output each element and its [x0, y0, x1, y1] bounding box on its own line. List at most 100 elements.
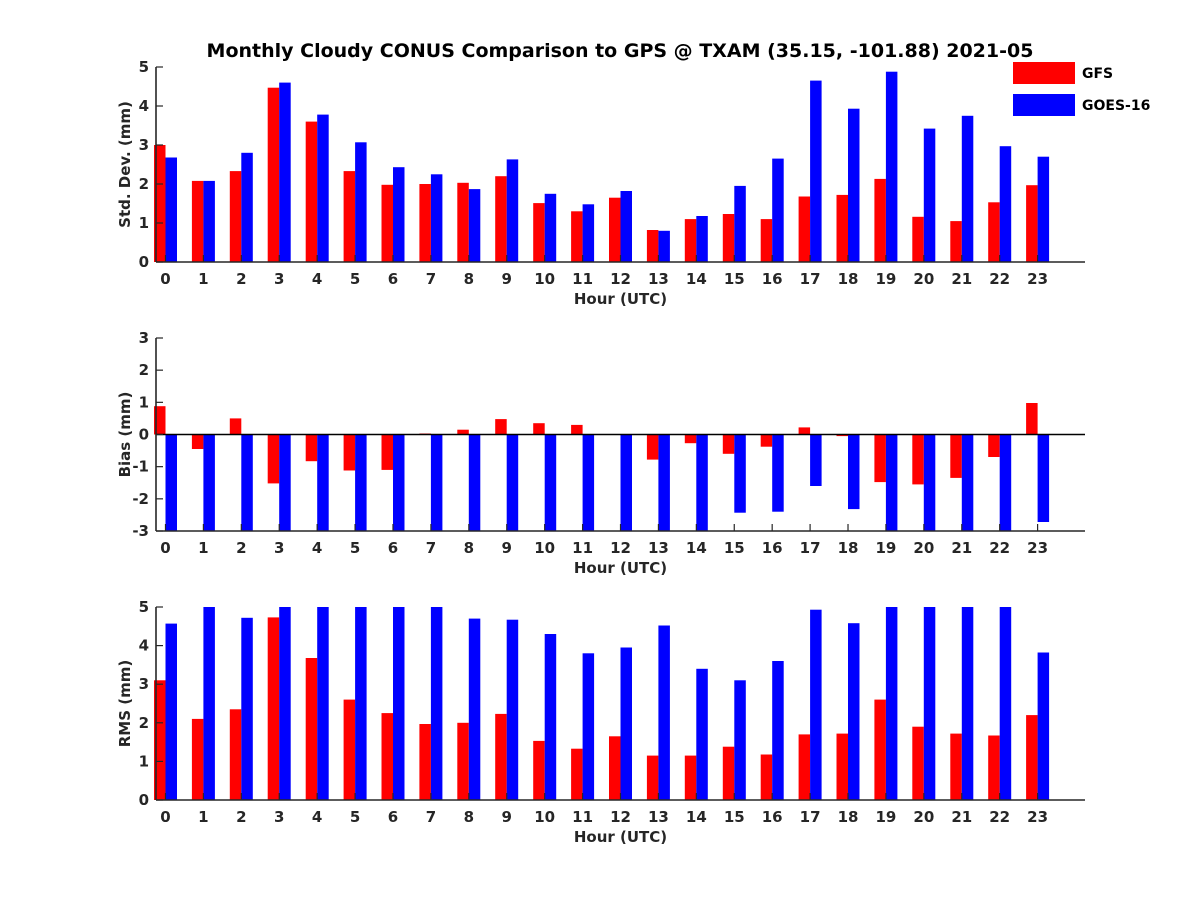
- bar-gfs-7: [419, 184, 431, 262]
- chart-title: Monthly Cloudy CONUS Comparison to GPS @…: [207, 40, 1034, 62]
- bar-goes-16-13: [658, 625, 670, 800]
- bar-gfs-3: [267, 434, 280, 484]
- bar-gfs-22: [988, 735, 1000, 800]
- bar-goes-16-13: [658, 230, 670, 262]
- legend: GFS GOES-16: [1013, 62, 1150, 116]
- x-tick-label: 2: [236, 808, 246, 826]
- x-tick-label: 16: [762, 808, 783, 826]
- x-tick-label: 19: [875, 808, 896, 826]
- x-tick-label: 9: [502, 539, 512, 557]
- x-tick-label: 19: [875, 270, 896, 288]
- bar-goes-16-22: [999, 434, 1012, 531]
- bar-gfs-3: [267, 87, 280, 262]
- x-tick-label: 14: [686, 539, 707, 557]
- x-tick-label: 16: [762, 539, 783, 557]
- bar-goes-16-18: [848, 623, 860, 800]
- x-tick-label: 16: [762, 270, 783, 288]
- y-tick-label: 0: [139, 253, 149, 271]
- x-tick-label: 15: [724, 808, 745, 826]
- bar-goes-16-2: [241, 434, 253, 531]
- bar-gfs-21: [950, 221, 962, 262]
- bar-goes-16-17: [810, 434, 822, 486]
- x-tick-label: 11: [572, 808, 593, 826]
- bar-gfs-21: [950, 434, 962, 478]
- bar-goes-16-11: [582, 653, 595, 800]
- bar-gfs-23: [1026, 715, 1038, 800]
- x-tick-label: 13: [648, 808, 669, 826]
- bar-goes-16-9: [506, 434, 519, 531]
- bar-goes-16-16: [772, 661, 784, 800]
- bar-goes-16-17: [810, 80, 822, 262]
- bar-gfs-17: [798, 196, 811, 262]
- bar-goes-16-20: [923, 434, 936, 531]
- y-tick-label: 5: [139, 58, 149, 76]
- bar-gfs-11: [571, 211, 583, 262]
- bar-goes-16-12: [620, 434, 632, 531]
- x-tick-label: 3: [274, 808, 284, 826]
- bar-gfs-23: [1026, 185, 1038, 262]
- legend-label-goes-16: GOES-16: [1082, 98, 1150, 114]
- y-tick-label: 2: [139, 361, 149, 379]
- bar-goes-16-19: [885, 434, 898, 531]
- y-tick-label: -1: [132, 458, 149, 476]
- bar-goes-16-1: [203, 434, 215, 531]
- x-tick-label: 12: [610, 539, 631, 557]
- bar-gfs-14: [684, 755, 697, 800]
- x-tick-label: 7: [426, 270, 436, 288]
- bar-gfs-13: [646, 755, 659, 800]
- x-tick-label: 23: [1027, 808, 1048, 826]
- legend-label-gfs: GFS: [1082, 66, 1113, 82]
- bar-gfs-16: [760, 754, 773, 800]
- y-tick-label: 1: [139, 752, 149, 770]
- y-tick-label: 4: [139, 97, 149, 115]
- x-tick-label: 2: [236, 539, 246, 557]
- bar-goes-16-19: [885, 71, 898, 262]
- x-tick-label: 8: [464, 808, 474, 826]
- bar-goes-16-22: [999, 607, 1012, 800]
- bar-gfs-13: [646, 434, 659, 460]
- bar-goes-16-16: [772, 158, 784, 262]
- bar-goes-16-15: [734, 434, 746, 513]
- x-axis-label: Hour (UTC): [574, 828, 667, 846]
- x-tick-label: 22: [989, 539, 1010, 557]
- bar-goes-16-12: [620, 647, 632, 800]
- x-tick-label: 14: [686, 808, 707, 826]
- bar-goes-16-11: [582, 204, 595, 262]
- bar-goes-16-17: [810, 609, 822, 800]
- bar-goes-16-0: [165, 623, 177, 800]
- bar-goes-16-8: [468, 189, 481, 262]
- bar-gfs-5: [343, 434, 356, 471]
- bar-gfs-14: [684, 434, 697, 444]
- x-tick-label: 15: [724, 270, 745, 288]
- x-tick-label: 21: [951, 808, 972, 826]
- y-tick-label: 3: [139, 329, 149, 347]
- bar-gfs-16: [760, 219, 773, 262]
- x-tick-label: 1: [198, 270, 208, 288]
- bar-gfs-4: [305, 121, 318, 262]
- x-tick-label: 4: [312, 808, 322, 826]
- bar-gfs-10: [533, 740, 545, 800]
- x-tick-label: 21: [951, 539, 972, 557]
- x-tick-label: 8: [464, 539, 474, 557]
- bar-goes-16-10: [544, 193, 557, 263]
- bar-goes-16-21: [961, 115, 974, 263]
- x-tick-label: 20: [913, 808, 934, 826]
- y-tick-label: 1: [139, 393, 149, 411]
- bar-gfs-5: [343, 699, 356, 800]
- x-tick-label: 14: [686, 270, 707, 288]
- bar-goes-16-0: [165, 434, 177, 531]
- x-tick-label: 6: [388, 539, 398, 557]
- bar-goes-16-14: [696, 668, 708, 800]
- bar-gfs-14: [684, 219, 697, 262]
- y-tick-label: 0: [139, 426, 149, 444]
- x-tick-label: 0: [160, 270, 170, 288]
- bar-goes-16-6: [393, 167, 405, 262]
- x-tick-label: 9: [502, 808, 512, 826]
- bar-goes-16-18: [848, 108, 860, 262]
- bar-gfs-12: [609, 197, 621, 262]
- bar-gfs-2: [229, 418, 242, 435]
- x-tick-label: 3: [274, 539, 284, 557]
- bar-gfs-4: [305, 658, 318, 800]
